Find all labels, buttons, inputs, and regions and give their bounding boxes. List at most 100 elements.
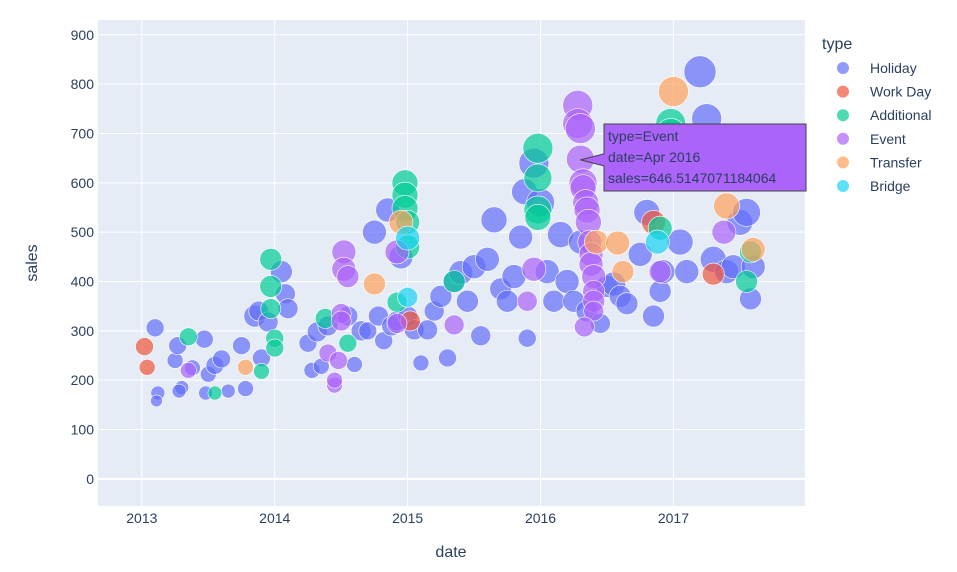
marker-event[interactable] [516, 290, 538, 312]
marker-work-day[interactable] [135, 337, 154, 356]
marker-holiday[interactable] [438, 348, 457, 368]
marker-event[interactable] [443, 314, 465, 336]
marker-holiday[interactable] [429, 285, 453, 308]
marker-event[interactable] [180, 362, 197, 379]
marker-holiday[interactable] [615, 292, 639, 316]
marker-transfer[interactable] [237, 359, 254, 376]
marker-event[interactable] [329, 351, 348, 370]
legend-marker [837, 156, 849, 169]
marker-holiday[interactable] [171, 383, 187, 399]
marker-holiday[interactable] [346, 356, 363, 373]
marker-holiday[interactable] [145, 318, 165, 338]
marker-bridge[interactable] [395, 225, 420, 251]
marker-event[interactable] [583, 300, 604, 322]
marker-additional[interactable] [259, 247, 283, 271]
marker-holiday[interactable] [195, 329, 214, 349]
y-tick-label: 100 [71, 422, 95, 438]
marker-holiday[interactable] [683, 55, 717, 89]
marker-transfer[interactable] [740, 237, 766, 262]
marker-holiday[interactable] [412, 354, 430, 372]
marker-event[interactable] [386, 313, 408, 334]
y-tick-label: 0 [86, 471, 94, 487]
legend-marker [837, 132, 849, 145]
legend[interactable]: type Holiday Work Day Additional Event Trans… [822, 36, 932, 194]
marker-additional[interactable] [253, 363, 270, 380]
marker-holiday[interactable] [648, 280, 672, 303]
marker-holiday[interactable] [362, 219, 387, 245]
marker-additional[interactable] [522, 132, 554, 164]
marker-additional[interactable] [179, 327, 198, 347]
x-tick-label: 2014 [259, 510, 290, 526]
marker-holiday[interactable] [542, 289, 566, 313]
x-axis-ticks: 2013 2014 2015 2016 2017 [126, 510, 689, 526]
legend-item-event[interactable]: Event [837, 131, 906, 147]
x-tick-label: 2013 [126, 510, 157, 526]
legend-item-holiday[interactable]: Holiday [837, 60, 917, 76]
marker-holiday[interactable] [554, 269, 580, 294]
marker-work-day[interactable] [702, 262, 725, 286]
marker-holiday[interactable] [475, 246, 500, 272]
x-axis-title: date [435, 544, 466, 561]
marker-holiday[interactable] [496, 289, 519, 313]
marker-event[interactable] [326, 371, 343, 389]
marker-bridge[interactable] [397, 286, 418, 308]
marker-holiday[interactable] [508, 224, 533, 250]
legend-marker [837, 62, 849, 74]
marker-event[interactable] [574, 316, 595, 338]
marker-transfer[interactable] [363, 272, 386, 296]
legend-item-additional[interactable]: Additional [837, 107, 932, 123]
marker-holiday[interactable] [166, 352, 184, 369]
legend-marker [837, 180, 849, 192]
marker-transfer[interactable] [713, 192, 740, 220]
marker-holiday[interactable] [358, 321, 378, 341]
legend-marker [837, 109, 849, 122]
marker-event[interactable] [711, 219, 737, 245]
legend-item-bridge[interactable]: Bridge [837, 178, 911, 194]
marker-event[interactable] [648, 260, 672, 283]
y-tick-label: 700 [71, 125, 95, 141]
marker-holiday[interactable] [237, 380, 254, 397]
marker-additional[interactable] [735, 270, 758, 293]
marker-additional[interactable] [259, 275, 283, 298]
marker-additional[interactable] [442, 270, 466, 293]
x-tick-label: 2015 [392, 510, 423, 526]
marker-holiday[interactable] [456, 289, 479, 313]
marker-holiday[interactable] [470, 325, 492, 347]
marker-holiday[interactable] [517, 328, 537, 348]
marker-holiday[interactable] [642, 304, 665, 328]
marker-event[interactable] [330, 310, 352, 332]
marker-additional[interactable] [207, 385, 223, 401]
marker-transfer[interactable] [611, 260, 635, 283]
y-tick-label: 900 [71, 27, 95, 43]
marker-transfer[interactable] [584, 229, 609, 255]
marker-event[interactable] [521, 256, 547, 282]
legend-item-transfer[interactable]: Transfer [837, 154, 922, 170]
marker-event[interactable] [336, 265, 360, 288]
marker-transfer[interactable] [605, 230, 630, 256]
marker-holiday[interactable] [212, 349, 231, 369]
marker-holiday[interactable] [417, 319, 438, 341]
marker-additional[interactable] [265, 338, 285, 358]
marker-bridge[interactable] [645, 229, 670, 255]
marker-holiday[interactable] [220, 383, 236, 399]
marker-holiday[interactable] [150, 394, 163, 408]
marker-holiday[interactable] [674, 259, 700, 284]
marker-transfer[interactable] [658, 76, 689, 107]
marker-event[interactable] [565, 113, 596, 144]
y-tick-label: 200 [71, 372, 95, 388]
y-axis-title: sales [24, 244, 41, 281]
marker-additional[interactable] [524, 204, 552, 231]
hover-tooltip: type=Event date=Apr 2016 sales=646.5147071… [580, 123, 807, 192]
marker-additional[interactable] [260, 298, 282, 319]
marker-additional[interactable] [338, 333, 358, 353]
marker-additional[interactable] [523, 163, 553, 193]
marker-work-day[interactable] [138, 359, 156, 376]
marker-holiday[interactable] [480, 206, 508, 234]
legend-title: type [822, 36, 852, 53]
marker-holiday[interactable] [627, 242, 653, 267]
marker-holiday[interactable] [232, 336, 251, 355]
legend-item-work-day[interactable]: Work Day [837, 84, 931, 100]
y-tick-label: 800 [71, 76, 95, 92]
legend-label: Event [870, 131, 906, 147]
